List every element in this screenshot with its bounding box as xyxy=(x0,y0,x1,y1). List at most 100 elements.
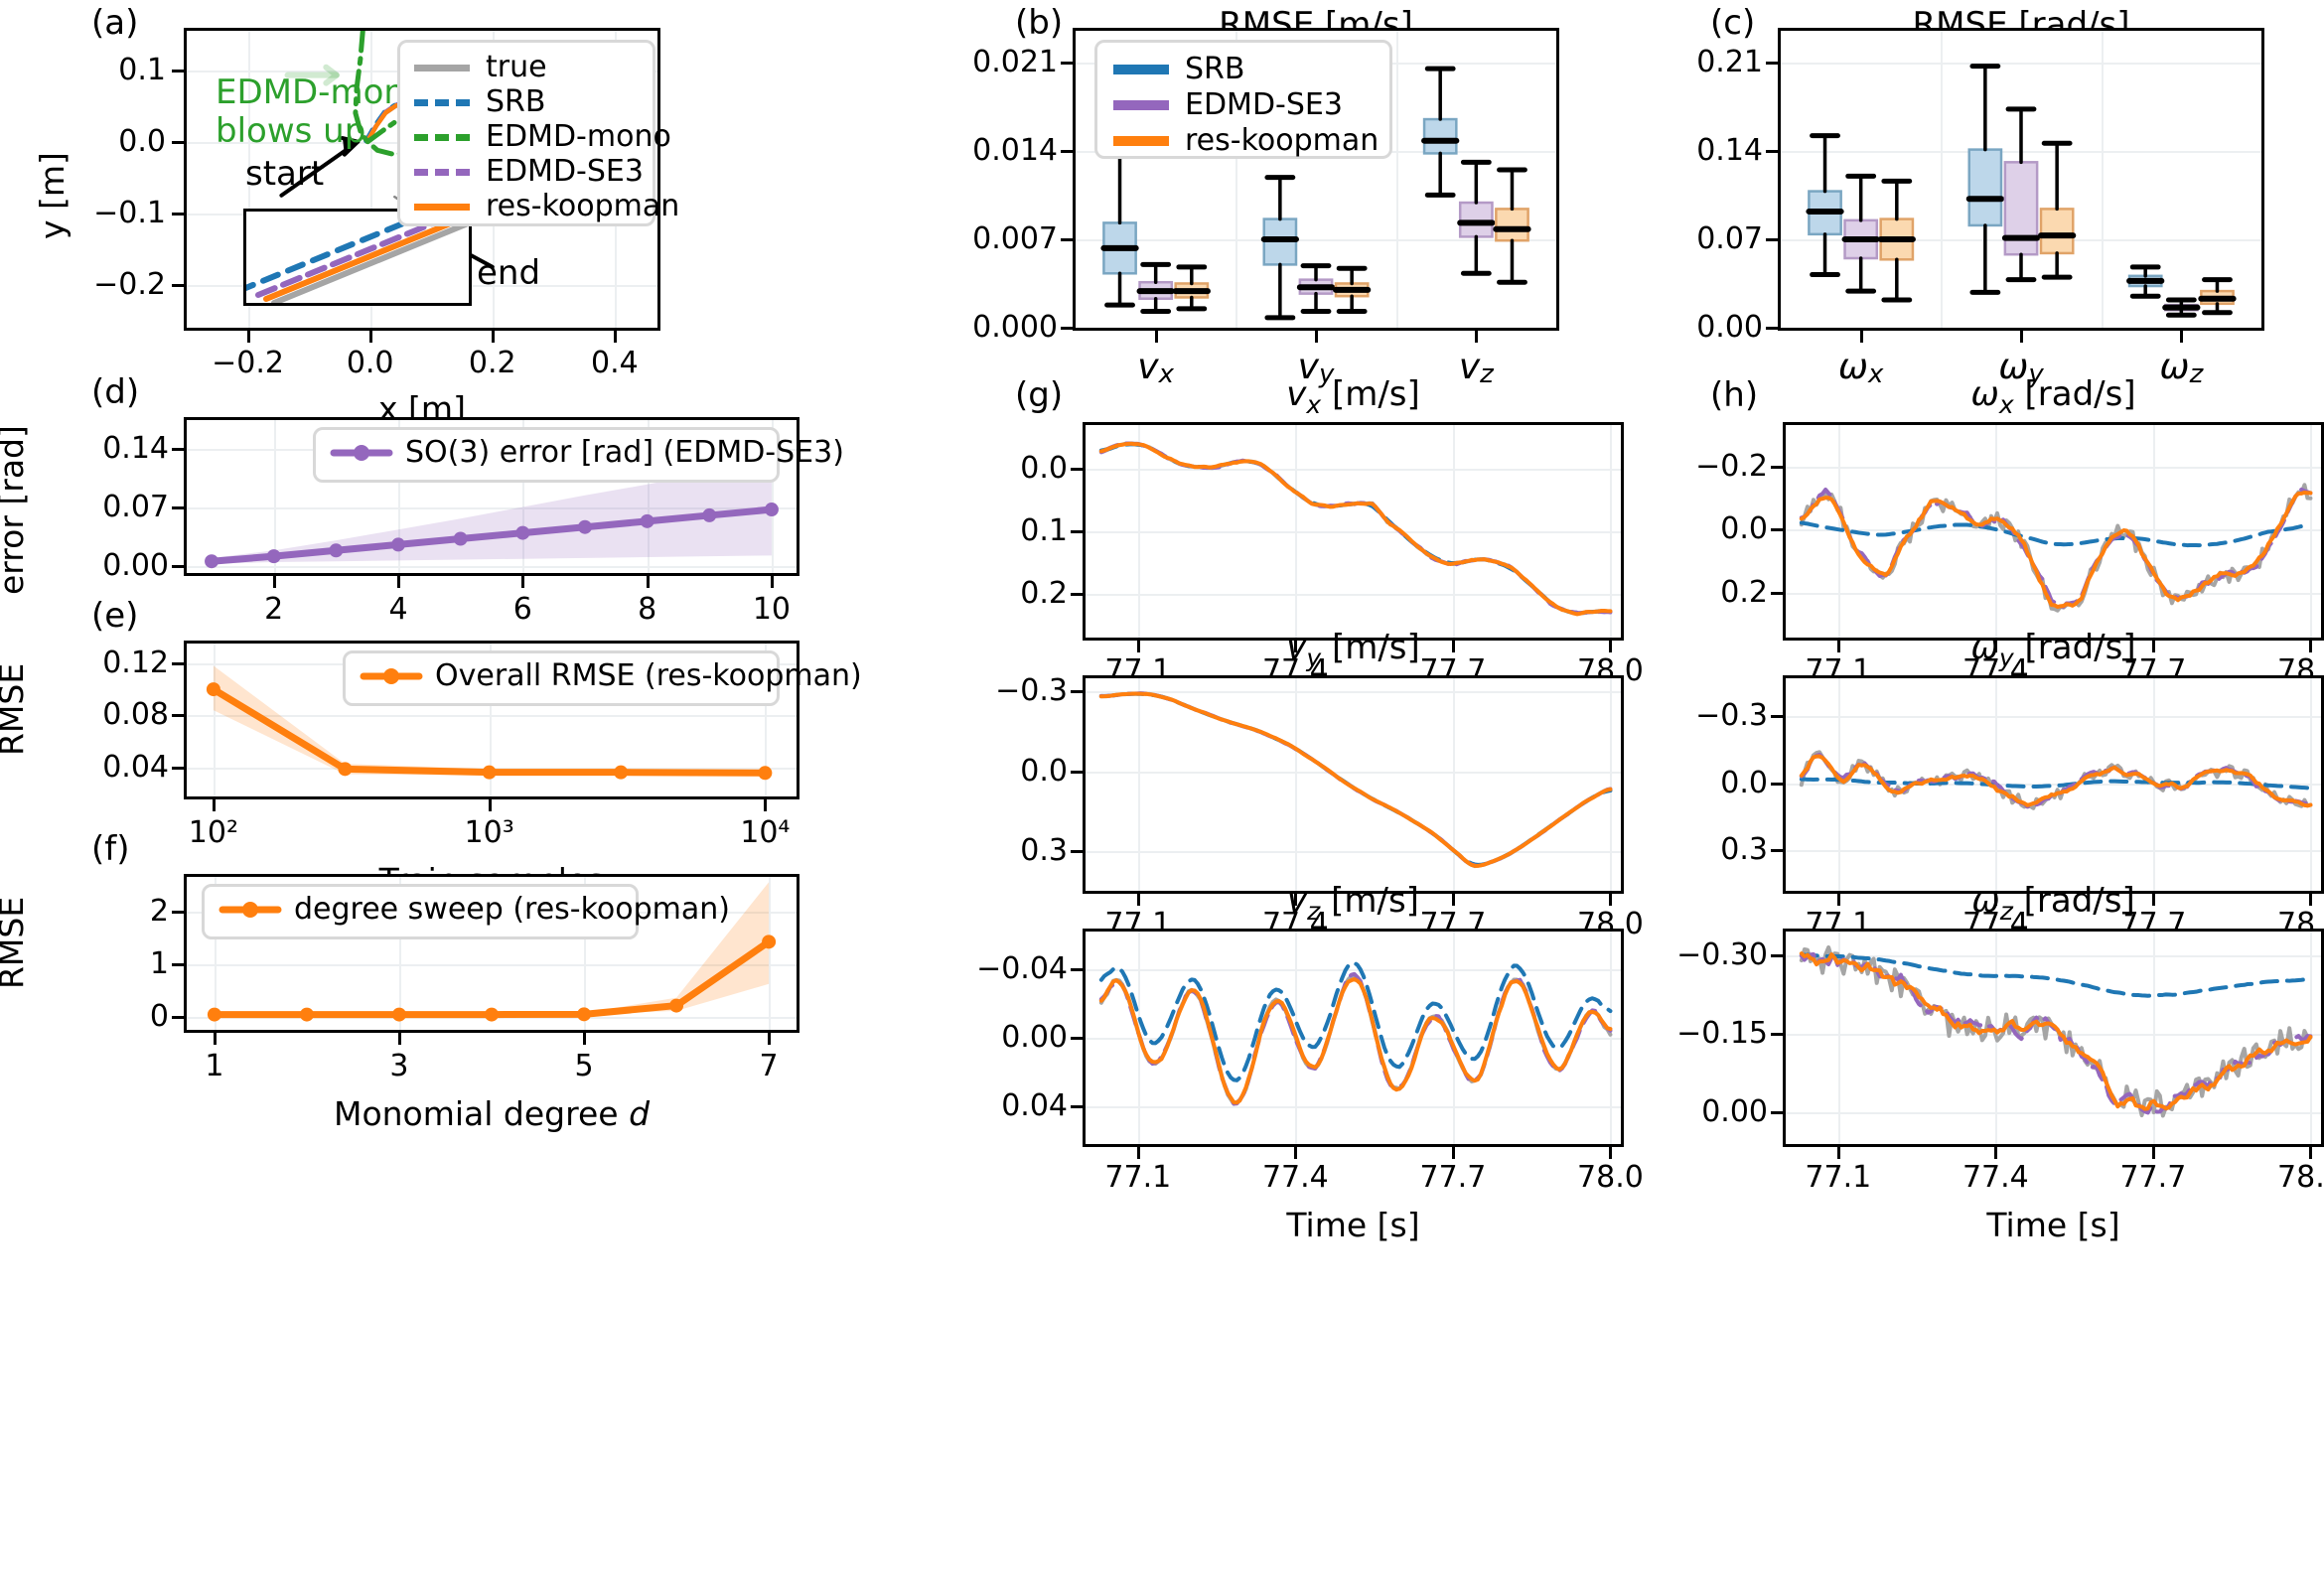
gridline xyxy=(765,644,768,796)
panel-g2-ytick: 0.0 xyxy=(1020,753,1068,789)
tick-mark xyxy=(1136,1147,1140,1159)
legend-line-swatch xyxy=(414,98,470,106)
legend-item[interactable]: true xyxy=(414,53,547,82)
panel-f-xtick: 1 xyxy=(205,1049,224,1083)
panel-h3-xtick: 77.1 xyxy=(1805,1160,1872,1195)
tick-mark xyxy=(1609,894,1613,906)
tick-mark xyxy=(212,799,216,811)
tick-mark xyxy=(2309,894,2313,906)
panel-h1-tag: (h) xyxy=(1710,375,1759,415)
tick-mark xyxy=(1475,331,1479,343)
legend-item[interactable]: EDMD-SE3 xyxy=(414,157,644,187)
tick-mark xyxy=(1294,641,1298,652)
panel-a-inset xyxy=(243,209,472,306)
panel-f-ylabel: RMSE xyxy=(0,896,31,989)
panel-f-xtick: 5 xyxy=(574,1049,594,1083)
legend-item[interactable]: res-koopman xyxy=(414,192,679,221)
gridline xyxy=(1395,31,1398,328)
tick-mark xyxy=(1294,894,1298,906)
tick-mark xyxy=(2309,1147,2313,1159)
panel-h2-title: ωy [rad/s] xyxy=(1970,628,2136,672)
panel-h3-axes xyxy=(1783,929,2324,1147)
panel-e-ytick: 0.08 xyxy=(102,697,169,733)
tick-mark xyxy=(1994,641,1998,652)
tick-mark xyxy=(1061,61,1073,65)
tick-mark xyxy=(172,283,184,287)
gridline xyxy=(398,420,401,573)
legend-line-marker xyxy=(218,902,282,918)
legend-item[interactable]: EDMD-SE3 xyxy=(1113,90,1343,120)
panel-g2-ytick: 0.3 xyxy=(1020,832,1068,868)
tick-mark xyxy=(1071,849,1083,853)
panel-f-ytick: 1 xyxy=(149,945,169,981)
legend-label: true xyxy=(486,50,547,84)
legend-line-swatch xyxy=(414,64,470,72)
tick-mark xyxy=(2151,641,2155,652)
gridline xyxy=(273,420,276,573)
gridline xyxy=(1076,238,1556,241)
panel-c-xtick: ωx xyxy=(1837,347,1884,390)
legend-color-swatch xyxy=(1113,100,1169,110)
panel-d-tag: (d) xyxy=(91,372,140,412)
panel-a-xtick: 0.2 xyxy=(468,346,516,380)
tick-mark xyxy=(172,69,184,72)
panel-a-ytick: −0.1 xyxy=(93,195,166,230)
panel-g3-xtick: 77.4 xyxy=(1261,1160,1329,1195)
panel-h3-xtick: 77.4 xyxy=(1961,1160,2029,1195)
panel-g1-ytick: 0.1 xyxy=(1020,513,1068,548)
panel-h3-xtick: 78.0 xyxy=(2277,1160,2324,1195)
gridline xyxy=(1295,678,1298,891)
tick-mark xyxy=(1766,327,1778,330)
panel-b-legend: SRB EDMD-SE3 res-koopman xyxy=(1094,40,1392,159)
tick-mark xyxy=(1071,770,1083,774)
gridline xyxy=(187,715,797,718)
tick-mark xyxy=(488,799,492,811)
panel-f-tag: (f) xyxy=(91,829,130,869)
tick-mark xyxy=(213,1033,217,1045)
tick-mark xyxy=(1451,641,1455,652)
panel-h3-xlabel: Time [s] xyxy=(1986,1206,2120,1244)
panel-e-legend: Overall RMSE (res-koopman) xyxy=(343,650,862,706)
panel-g2-title: vy [m/s] xyxy=(1286,628,1420,672)
panel-g3-ytick: 0.00 xyxy=(1001,1020,1068,1055)
legend-label: res-koopman xyxy=(486,189,680,223)
gridline xyxy=(1610,425,1613,638)
gridline xyxy=(1786,1034,2321,1037)
legend-line-swatch xyxy=(414,168,470,176)
tick-mark xyxy=(1315,331,1318,343)
gridline xyxy=(769,877,772,1030)
gridline xyxy=(1295,425,1298,638)
legend-item[interactable]: res-koopman xyxy=(1113,126,1379,156)
legend-item[interactable]: Overall RMSE (res-koopman) xyxy=(360,661,862,691)
gridline xyxy=(1786,1112,2321,1115)
panel-d-ytick: 0.14 xyxy=(102,431,169,467)
gridline xyxy=(2101,31,2104,328)
gridline xyxy=(369,31,372,328)
panel-f-xlabel: Monomial degree d xyxy=(333,1094,651,1133)
panel-f-xtick: 3 xyxy=(389,1049,409,1083)
gridline xyxy=(1086,850,1621,853)
tick-mark xyxy=(172,1015,184,1019)
panel-c-ytick: 0.07 xyxy=(1696,220,1763,256)
panel-d-xtick: 6 xyxy=(512,592,532,627)
legend-item[interactable]: SO(3) error [rad] (EDMD-SE3) xyxy=(330,438,844,468)
legend-item[interactable]: SRB xyxy=(1113,55,1244,84)
panel-e-xtick: 10³ xyxy=(464,815,514,850)
panel-g3-xtick: 77.1 xyxy=(1104,1160,1172,1195)
panel-c-ytick: 0.21 xyxy=(1696,44,1763,79)
gridline xyxy=(1452,425,1455,638)
legend-item[interactable]: degree sweep (res-koopman) xyxy=(218,895,730,925)
panel-e-ylabel: RMSE xyxy=(0,662,31,756)
panel-c-tag: (c) xyxy=(1710,3,1756,43)
legend-label: SRB xyxy=(486,84,546,119)
panel-e-ytick: 0.04 xyxy=(102,750,169,786)
tick-mark xyxy=(1294,1147,1298,1159)
gridline xyxy=(1137,678,1140,891)
panel-f-legend: degree sweep (res-koopman) xyxy=(202,884,730,939)
legend-item[interactable]: SRB xyxy=(414,87,545,117)
panel-h3-ytick: −0.30 xyxy=(1676,936,1768,972)
legend-item[interactable]: EDMD-mono xyxy=(414,122,671,152)
panel-a-xtick: 0.4 xyxy=(591,346,639,380)
tick-mark xyxy=(1061,327,1073,330)
tick-mark xyxy=(2309,641,2313,652)
